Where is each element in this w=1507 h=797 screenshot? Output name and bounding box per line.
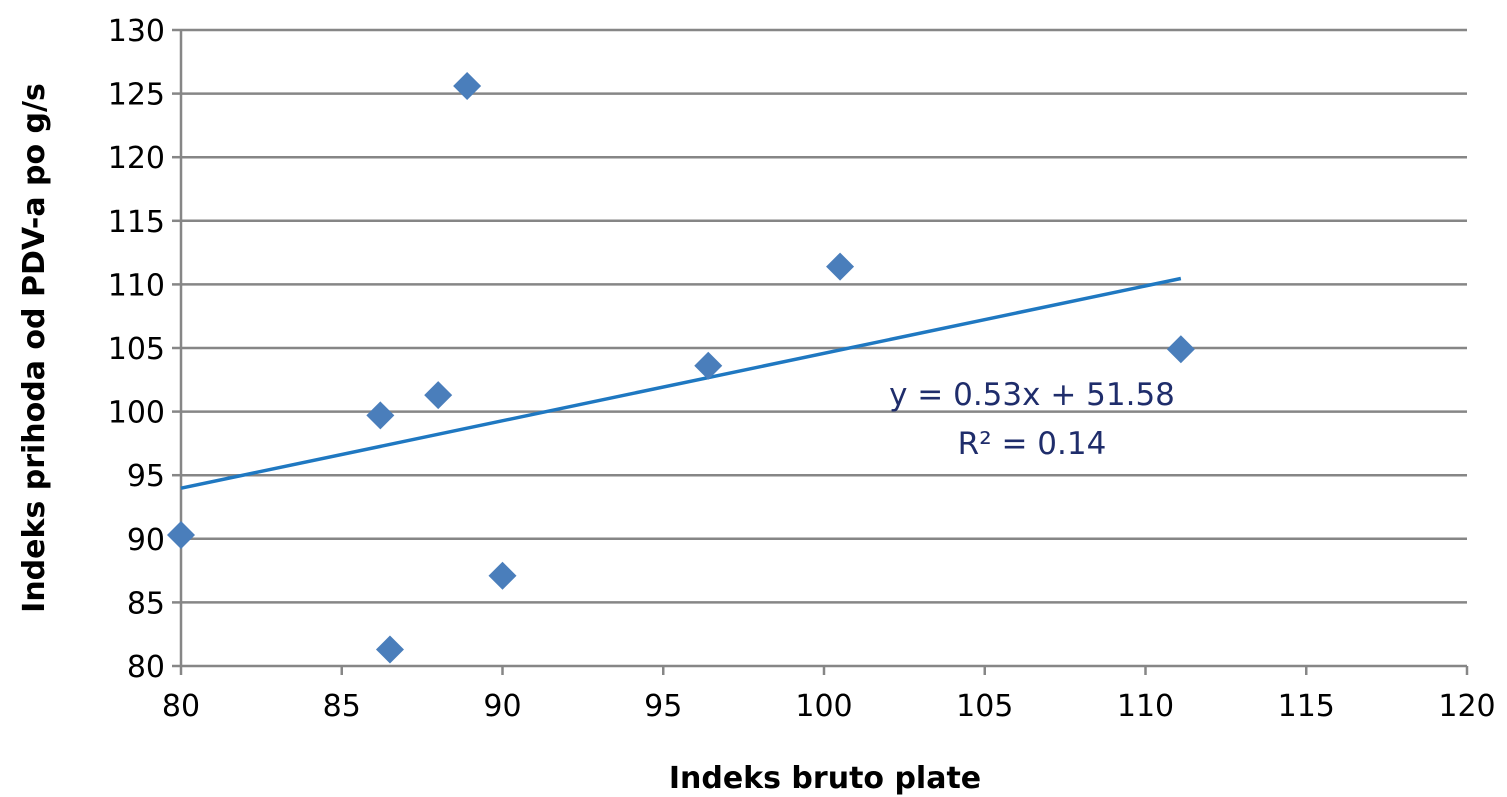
data-point xyxy=(453,71,482,100)
x-tick-label: 120 xyxy=(1438,689,1495,724)
y-axis-title: Indeks prihoda od PDV-a po g/s xyxy=(17,83,52,613)
x-tick-label: 85 xyxy=(323,689,361,724)
y-tick-label: 110 xyxy=(108,268,165,303)
y-tick-label: 120 xyxy=(108,141,165,176)
y-tick-label: 80 xyxy=(127,650,165,685)
data-points xyxy=(167,71,1195,664)
data-point xyxy=(1166,335,1195,364)
x-tick-label: 80 xyxy=(162,689,200,724)
x-tick-label: 110 xyxy=(1117,689,1174,724)
y-tick-label: 95 xyxy=(127,459,165,494)
x-tick-label: 115 xyxy=(1278,689,1335,724)
x-tick-label: 100 xyxy=(795,689,852,724)
data-point xyxy=(424,381,453,410)
trendline xyxy=(180,276,1182,490)
y-tick-label: 85 xyxy=(127,586,165,621)
gridlines xyxy=(181,28,1467,604)
data-point xyxy=(366,401,395,430)
data-point xyxy=(826,252,855,281)
tick-labels: 80 85 90 95 100 105 110 115 120 125 130 80 85 90 95 100… xyxy=(108,14,1496,724)
y-tick-label: 90 xyxy=(127,523,165,558)
x-tick-label: 90 xyxy=(483,689,521,724)
trendline-equation: y = 0.53x + 51.58 xyxy=(889,377,1175,413)
x-tick-label: 95 xyxy=(644,689,682,724)
y-tick-label: 115 xyxy=(108,205,165,240)
x-axis-title: Indeks bruto plate xyxy=(669,761,981,796)
trendline-r-squared: R² = 0.14 xyxy=(958,426,1107,462)
y-tick-label: 130 xyxy=(108,14,165,49)
y-tick-label: 125 xyxy=(108,78,165,113)
data-point xyxy=(694,351,723,380)
x-tick-label: 105 xyxy=(956,689,1013,724)
data-point xyxy=(488,561,517,590)
y-tick-label: 105 xyxy=(108,332,165,367)
trendline-layer xyxy=(180,276,1182,490)
data-point xyxy=(167,520,195,549)
data-point xyxy=(375,635,404,664)
y-tick-label: 100 xyxy=(108,396,165,431)
axes xyxy=(172,28,1469,675)
